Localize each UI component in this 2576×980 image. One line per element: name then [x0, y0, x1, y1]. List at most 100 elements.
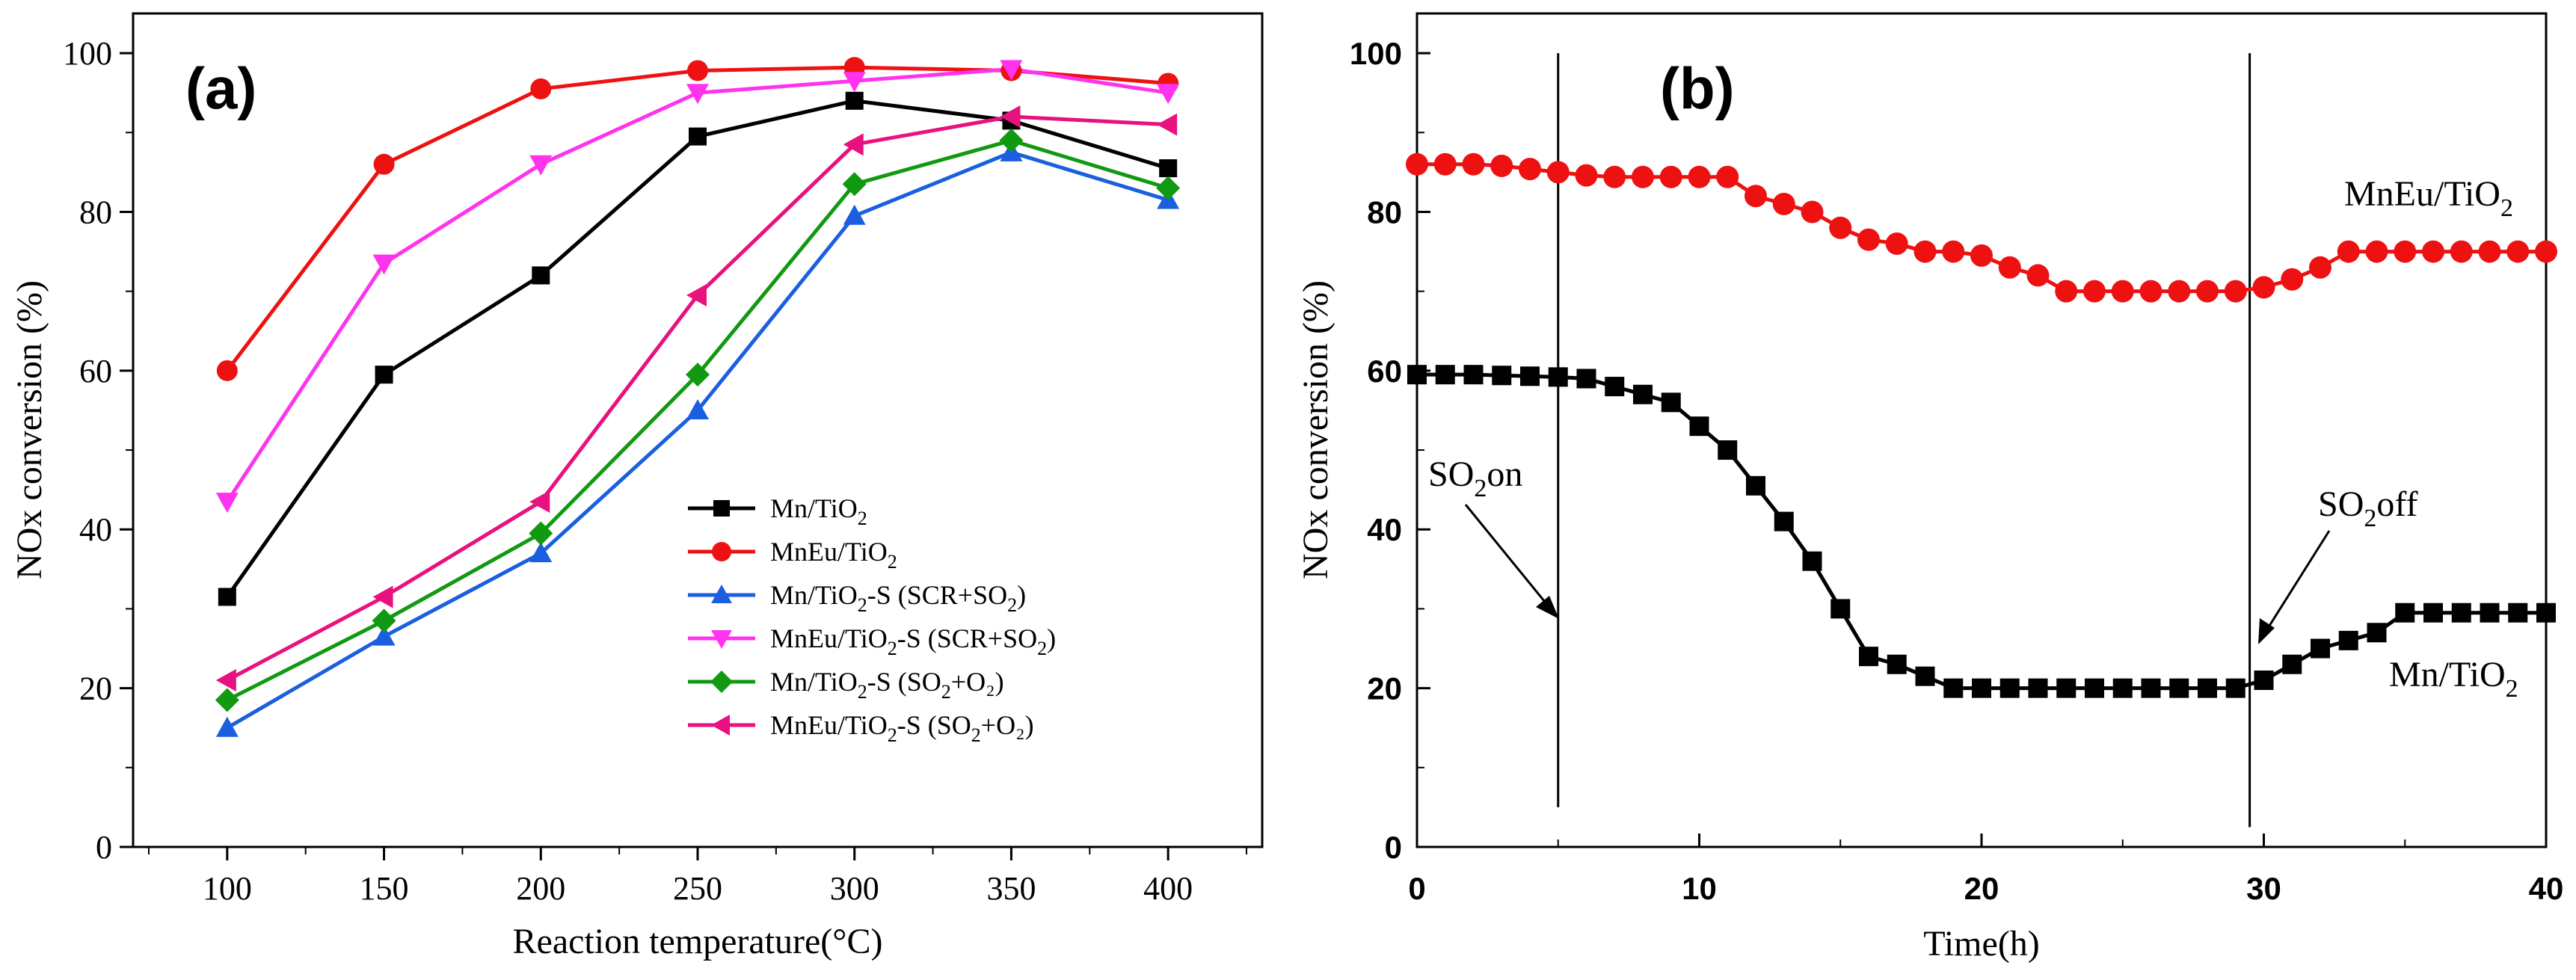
- panel-a-point: [999, 128, 1024, 152]
- panel-b-point: [2056, 678, 2077, 698]
- legend-swatch-marker: [711, 585, 732, 603]
- panel-b-y-tick-label: 0: [1385, 830, 1402, 865]
- panel-b-x-tick-label: 20: [1964, 871, 1999, 906]
- panel-b-x-tick-label: 40: [2529, 871, 2564, 906]
- series-label-mn: Mn/TiO2: [2389, 655, 2518, 703]
- panel-b-point: [1999, 678, 2020, 698]
- panel-a-point: [373, 153, 395, 175]
- so2-on-label: SO2on: [1428, 454, 1522, 502]
- panel-b-point: [1774, 511, 1794, 531]
- panel-b-point: [2254, 671, 2274, 690]
- legend-entry: MnEu/TiO2-S (SCR+SO2): [770, 623, 1056, 659]
- panel-b-y-tick-label: 60: [1367, 354, 1402, 389]
- panel-b-point: [2083, 280, 2106, 303]
- panel-b-point: [2282, 654, 2302, 674]
- panel-a-y-tick-label: 100: [63, 35, 112, 72]
- panel-b-point: [1492, 366, 1512, 386]
- panel-a-point: [215, 688, 239, 712]
- panel-b-point: [2026, 264, 2050, 287]
- legend-entry: Mn/TiO2-S (SO2+O₂): [770, 667, 1004, 703]
- panel-a-point: [689, 127, 707, 146]
- panel-a-x-tick-label: 150: [360, 870, 409, 907]
- panel-b-point: [1519, 158, 1541, 181]
- panel-b-point: [2196, 280, 2219, 303]
- panel-b-point: [2450, 240, 2473, 263]
- panel-b-point: [2422, 240, 2444, 263]
- panel-b-point: [1576, 369, 1596, 389]
- panel-b-point: [1689, 416, 1709, 437]
- panel-a-y-tick-label: 40: [79, 511, 112, 548]
- panel-b-point: [2480, 603, 2500, 623]
- panel-b-point: [1716, 165, 1739, 188]
- panel-a-point: [372, 254, 396, 275]
- panel-b-point: [2423, 603, 2443, 623]
- panel-b-annotations: SO2on SO2off MnEu/TiO2 Mn/TiO2: [1428, 174, 2518, 703]
- panel-b-point: [2309, 256, 2331, 279]
- legend-entry: MnEu/TiO2-S (SO2+O₂): [770, 710, 1034, 746]
- panel-b-point: [1915, 666, 1935, 686]
- panel-a-y-tick-label: 0: [96, 829, 112, 866]
- panel-a-x-axis-title: Reaction temperature(°C): [513, 922, 883, 961]
- panel-b-point: [1661, 392, 1681, 413]
- panel-b-point: [2085, 678, 2104, 698]
- panel-b-point: [1546, 161, 1570, 184]
- panel-a-x-tick-label: 200: [516, 870, 565, 907]
- panel-b-point: [1718, 440, 1738, 460]
- panel-b-point: [2224, 280, 2247, 303]
- panel-b-point: [2508, 603, 2528, 623]
- legend-entry: Mn/TiO2-S (SCR+SO2): [770, 580, 1026, 616]
- panel-b-point: [1942, 240, 1965, 263]
- panel-a-point: [1000, 60, 1023, 81]
- panel-b-point: [1772, 192, 1795, 215]
- panel-b-point: [2311, 638, 2330, 659]
- panel-b-point: [1462, 152, 1485, 176]
- panel-b-point: [1830, 599, 1851, 619]
- panel-b-point: [2139, 280, 2162, 303]
- panel-b-point: [1520, 366, 1540, 386]
- panel-a-point: [532, 266, 550, 285]
- panel-a-point: [843, 133, 864, 156]
- panel-b-point: [2252, 276, 2275, 299]
- panel-a-point: [842, 172, 867, 197]
- panel-a-point: [216, 360, 238, 381]
- series-label-mneu-sub: 2: [2500, 194, 2513, 222]
- panel-a-point: [215, 669, 236, 691]
- panel-b-point: [1433, 152, 1457, 176]
- panel-b-point: [1885, 232, 1908, 255]
- panel-b-point: [2337, 240, 2360, 263]
- panel-a-point: [529, 155, 553, 176]
- panel-b-y-tick-label: 40: [1367, 512, 1402, 547]
- panel-b-x-tick-label: 30: [2246, 871, 2281, 906]
- panel-a-point: [1157, 113, 1178, 136]
- panel-b-point: [1943, 678, 1964, 698]
- panel-a-point: [686, 283, 707, 306]
- legend-swatch-marker: [711, 630, 732, 649]
- panel-a-y-tick-label: 60: [79, 353, 112, 389]
- panel-b-point: [2367, 623, 2387, 643]
- panel-a-point: [530, 78, 552, 99]
- so2-on-tail: on: [1487, 454, 1522, 494]
- panel-b-point: [1972, 678, 1991, 698]
- so2-off-tail: off: [2376, 484, 2417, 524]
- panel-b-point: [1998, 256, 2021, 279]
- panel-a-legend: Mn/TiO2 MnEu/TiO2 Mn/TiO2-S (SCR+SO2) MnEu/…: [688, 493, 1056, 746]
- so2-off-sub: 2: [2364, 505, 2376, 532]
- panel-b-y-axis-title: NOx conversion (%): [1296, 280, 1335, 579]
- panel-a-point: [1159, 159, 1178, 178]
- panel-b-point: [2338, 630, 2358, 650]
- panel-b-x-axis-title: Time(h): [1923, 924, 2040, 964]
- panel-b-x-tick-label: 0: [1408, 871, 1425, 906]
- panel-a-point: [686, 363, 710, 387]
- panel-b-point: [1970, 244, 1993, 267]
- panel-b-point: [2168, 280, 2191, 303]
- panel-b-point: [1857, 228, 1880, 251]
- panel-b-point: [2141, 678, 2161, 698]
- panel-b-point: [2395, 603, 2415, 623]
- panel-a-y-axis-title: NOx conversion (%): [10, 280, 49, 579]
- panel-b-point: [1633, 384, 1653, 404]
- so2-off-label: SO2off: [2318, 484, 2417, 532]
- panel-b-point: [1435, 365, 1455, 385]
- panel-a-point: [1157, 84, 1180, 105]
- panel-b-label: (b): [1660, 55, 1735, 121]
